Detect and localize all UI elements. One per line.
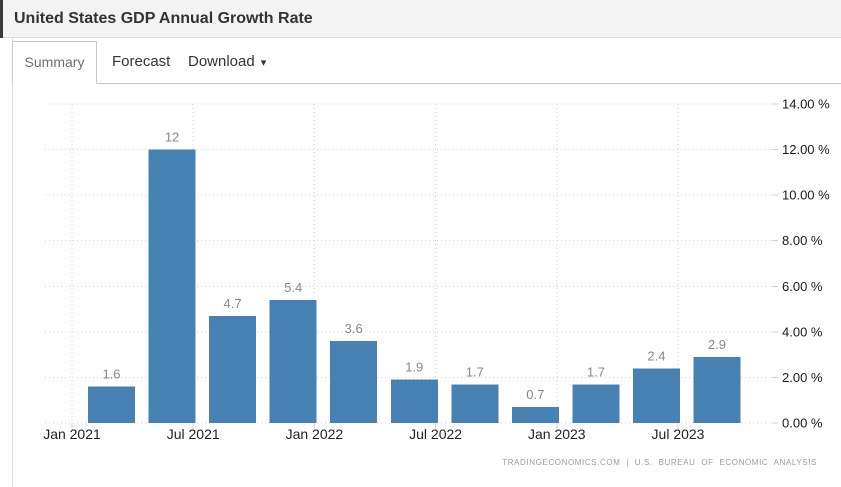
bar-Oct-2021 bbox=[269, 299, 317, 423]
bar-value-label: 3.6 bbox=[345, 321, 363, 336]
bar-Jul-2021 bbox=[209, 315, 257, 423]
y-axis-tick-label: 6.00 % bbox=[782, 279, 823, 294]
bar-value-label: 12 bbox=[165, 130, 179, 145]
y-axis-tick-label: 10.00 % bbox=[782, 188, 830, 203]
bar-value-label: 1.6 bbox=[102, 367, 120, 382]
panel-left-border bbox=[12, 38, 13, 487]
bar-value-label: 2.9 bbox=[708, 337, 726, 352]
bar-value-label: 1.7 bbox=[587, 364, 605, 379]
tab-summary[interactable]: Summary bbox=[12, 41, 97, 84]
bar-Jan-2021 bbox=[88, 386, 135, 423]
page-title: United States GDP Annual Growth Rate bbox=[14, 10, 313, 27]
bar-value-label: 1.7 bbox=[466, 364, 484, 379]
bar-Jan-2023 bbox=[572, 384, 620, 423]
chevron-down-icon: ▾ bbox=[260, 57, 267, 69]
bar-Apr-2022 bbox=[390, 379, 438, 423]
bar-Jul-2022 bbox=[451, 384, 499, 423]
x-axis-tick-label: Jul 2022 bbox=[409, 426, 462, 442]
header: United States GDP Annual Growth Rate bbox=[0, 0, 841, 38]
bar-Apr-2023 bbox=[632, 368, 680, 423]
tab-forecast[interactable]: Forecast bbox=[112, 53, 171, 70]
tab-download[interactable]: Download ▾ bbox=[188, 41, 266, 83]
bar-value-label: 5.4 bbox=[284, 280, 302, 295]
gdp-bar-chart: 0.00 % 2.00 % 4.00 % 6.00 % 8.00 % 10.00 % 12.… bbox=[43, 97, 830, 443]
tab-bar-border bbox=[13, 83, 841, 84]
x-axis-tick-label: Jan 2023 bbox=[528, 426, 586, 442]
bar-value-label: 2.4 bbox=[647, 348, 665, 363]
bar-Jul-2023 bbox=[693, 356, 741, 423]
bar-value-label: 0.7 bbox=[526, 387, 544, 402]
y-axis-tick-label: 2.00 % bbox=[782, 370, 823, 385]
x-axis-tick-label: Jan 2022 bbox=[286, 426, 344, 442]
y-axis-tick-label: 8.00 % bbox=[782, 233, 823, 248]
header-left-accent bbox=[0, 0, 3, 38]
x-axis-tick-label: Jan 2021 bbox=[43, 426, 101, 442]
y-axis-tick-label: 4.00 % bbox=[782, 324, 823, 339]
y-axis-tick-label: 14.00 % bbox=[782, 97, 830, 112]
bar-Apr-2021 bbox=[148, 149, 196, 424]
chart-attribution: TRADINGECONOMICS.COM | U.S. BUREAU OF EC… bbox=[502, 458, 817, 467]
x-axis-tick-label: Jul 2023 bbox=[652, 426, 705, 442]
bar-Oct-2022 bbox=[511, 407, 559, 423]
x-axis-tick-label: Jul 2021 bbox=[167, 426, 220, 442]
bar-value-label: 4.7 bbox=[224, 296, 242, 311]
chart-area: 0.00 % 2.00 % 4.00 % 6.00 % 8.00 % 10.00 % 12.… bbox=[0, 84, 841, 487]
tab-download-label: Download bbox=[188, 53, 255, 70]
y-axis-tick-label: 12.00 % bbox=[782, 142, 830, 157]
bar-Jan-2022 bbox=[330, 340, 378, 423]
bar-value-label: 1.9 bbox=[405, 360, 423, 375]
y-axis-tick-label: 0.00 % bbox=[782, 416, 823, 431]
